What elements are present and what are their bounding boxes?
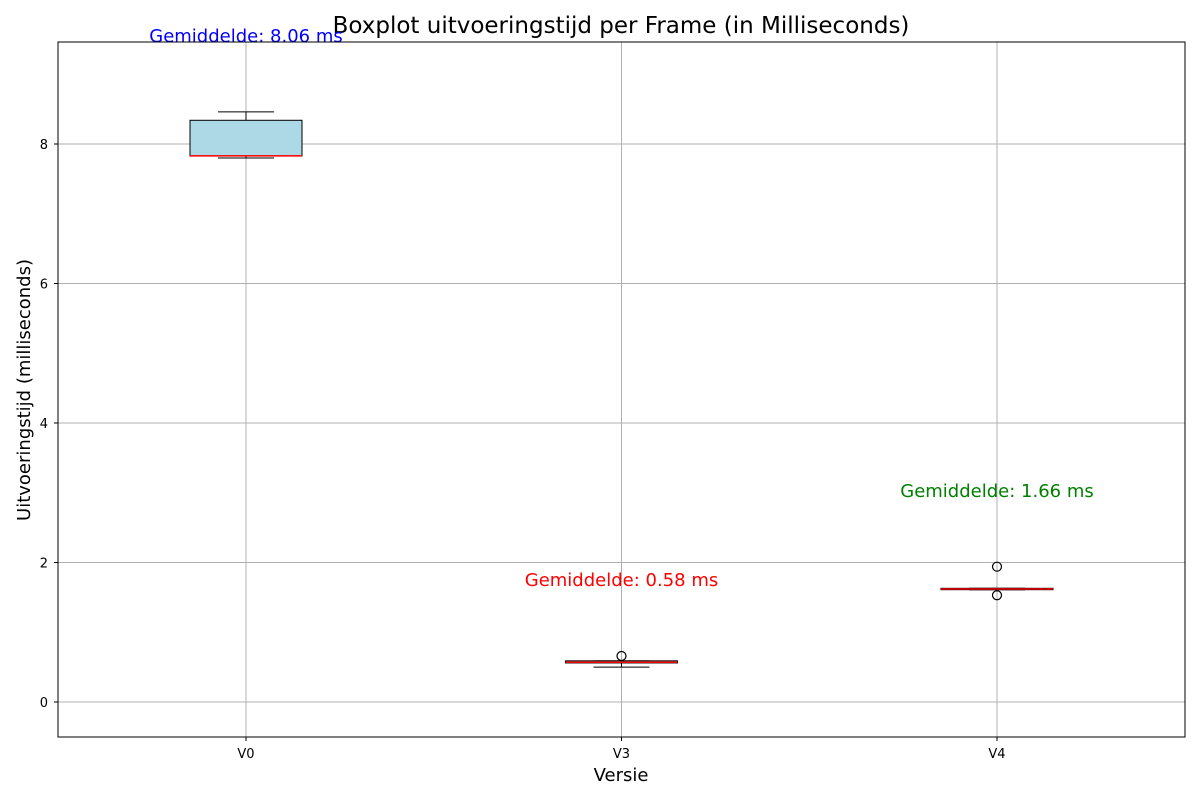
x-tick-label: V0	[237, 747, 254, 762]
outlier-point	[991, 561, 1003, 572]
y-tick-label: 6	[40, 278, 48, 293]
x-axis-label: Versie	[594, 765, 649, 786]
y-tick-label: 4	[40, 417, 48, 432]
y-tick-label: 0	[40, 696, 48, 711]
x-tick-label: V3	[613, 747, 630, 762]
box-v4: Gemiddelde: 1.66 ms	[900, 481, 1094, 601]
box-v0: Gemiddelde: 8.06 ms	[149, 26, 343, 159]
boxes-layer: Gemiddelde: 8.06 ms Gemiddelde: 0.58 ms Ge…	[149, 26, 1094, 668]
box-body	[189, 119, 303, 157]
outlier-point	[991, 590, 1003, 601]
y-axis-label: Uitvoeringstijd (milliseconds)	[14, 259, 35, 521]
x-tick-label: V4	[988, 747, 1005, 762]
box-v3: Gemiddelde: 0.58 ms	[525, 570, 718, 668]
axis-ticks: 0 2 4 6 8 V0 V3 V4	[40, 138, 1006, 762]
chart-title: Boxplot uitvoeringstijd per Frame (in Mi…	[333, 13, 910, 39]
outlier-point	[616, 650, 627, 662]
y-tick-label: 2	[40, 557, 48, 572]
mean-label: Gemiddelde: 1.66 ms	[900, 481, 1093, 502]
mean-label: Gemiddelde: 8.06 ms	[149, 26, 342, 47]
mean-label: Gemiddelde: 0.58 ms	[525, 570, 718, 591]
y-tick-label: 8	[40, 138, 48, 153]
